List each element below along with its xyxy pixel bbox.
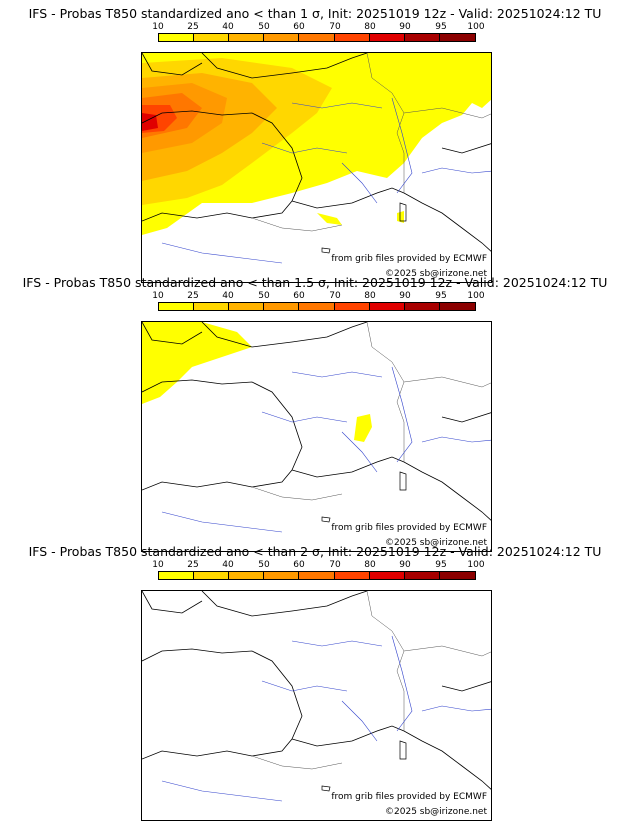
rivers	[161, 97, 491, 264]
legend-tick: 95	[435, 22, 447, 32]
legend-tick: 50	[258, 22, 270, 32]
rivers	[161, 635, 491, 802]
legend-swatch	[159, 34, 195, 41]
rivers	[161, 366, 491, 533]
legend-tick: 70	[329, 22, 341, 32]
legend-color-bar	[158, 302, 476, 311]
legend-tick: 50	[258, 560, 270, 570]
legend-swatch	[264, 34, 300, 41]
panel-title: IFS - Probas T850 standardized ano < tha…	[28, 544, 602, 559]
copyright: ©2025 sb@irizone.net	[385, 269, 487, 279]
legend-tick: 80	[364, 22, 376, 32]
legend-tick: 90	[399, 22, 411, 32]
legend-tick: 25	[187, 560, 199, 570]
map-panel-2: IFS - Probas T850 standardized ano < tha…	[0, 275, 630, 552]
legend-color-bar	[158, 571, 476, 580]
color-legend: 10 25 40 50 60 70 80 90 95 100	[152, 560, 485, 586]
legend-swatch	[299, 34, 335, 41]
islands	[321, 740, 407, 792]
country-borders	[251, 322, 491, 501]
legend-swatch	[264, 572, 300, 579]
legend-swatch	[229, 34, 265, 41]
source-note: from grib files provided by ECMWF	[331, 523, 487, 533]
legend-color-bar	[158, 33, 476, 42]
legend-swatch	[159, 303, 195, 310]
legend-swatch	[194, 303, 230, 310]
legend-tick: 90	[399, 291, 411, 301]
legend-swatch	[439, 34, 475, 41]
legend-swatch	[229, 303, 265, 310]
legend-tick: 50	[258, 291, 270, 301]
map-area: from grib files provided by ECMWF ©2025 …	[141, 321, 492, 552]
legend-swatch	[229, 572, 265, 579]
legend-tick: 70	[329, 560, 341, 570]
legend-tick: 70	[329, 291, 341, 301]
probability-map	[142, 322, 491, 533]
islands	[321, 202, 407, 254]
copyright: ©2025 sb@irizone.net	[385, 807, 487, 817]
legend-tick: 80	[364, 291, 376, 301]
legend-swatch	[439, 572, 475, 579]
legend-tick: 40	[222, 291, 234, 301]
legend-swatch	[264, 303, 300, 310]
legend-swatch	[194, 34, 230, 41]
legend-swatch	[369, 303, 405, 310]
legend-swatch	[404, 303, 440, 310]
legend-swatch	[334, 303, 370, 310]
probability-shading	[142, 53, 491, 235]
legend-swatch	[194, 572, 230, 579]
legend-swatch	[369, 34, 405, 41]
legend-tick: 60	[293, 560, 305, 570]
legend-swatch	[334, 572, 370, 579]
legend-tick: 95	[435, 560, 447, 570]
legend-tick: 25	[187, 291, 199, 301]
map-panel-1: IFS - Probas T850 standardized ano < tha…	[0, 6, 630, 283]
legend-tick: 95	[435, 291, 447, 301]
islands	[321, 471, 407, 523]
legend-tick: 100	[467, 291, 485, 301]
legend-tick: 10	[152, 291, 164, 301]
legend-tick: 10	[152, 560, 164, 570]
legend-tick: 40	[222, 560, 234, 570]
legend-swatch	[404, 572, 440, 579]
probability-shading	[142, 322, 372, 442]
legend-swatch	[334, 34, 370, 41]
legend-swatch	[404, 34, 440, 41]
legend-swatch	[299, 572, 335, 579]
probability-map	[142, 53, 491, 264]
legend-labels: 10 25 40 50 60 70 80 90 95 100	[152, 22, 484, 32]
panel-title: IFS - Probas T850 standardized ano < tha…	[28, 6, 602, 21]
legend-tick: 100	[467, 560, 485, 570]
color-legend: 10 25 40 50 60 70 80 90 95 100	[152, 291, 485, 317]
legend-tick: 10	[152, 22, 164, 32]
legend-tick: 60	[293, 22, 305, 32]
legend-labels: 10 25 40 50 60 70 80 90 95 100	[152, 560, 484, 570]
source-note: from grib files provided by ECMWF	[331, 254, 487, 264]
legend-swatch	[439, 303, 475, 310]
map-area: from grib files provided by ECMWF ©2025 …	[141, 590, 492, 821]
coastlines	[142, 591, 491, 790]
legend-tick: 40	[222, 22, 234, 32]
map-panel-3: IFS - Probas T850 standardized ano < tha…	[0, 544, 630, 821]
panel-title: IFS - Probas T850 standardized ano < tha…	[22, 275, 608, 290]
country-borders	[251, 591, 491, 770]
legend-tick: 100	[467, 22, 485, 32]
legend-tick: 60	[293, 291, 305, 301]
legend-swatch	[159, 572, 195, 579]
color-legend: 10 25 40 50 60 70 80 90 95 100	[152, 22, 485, 48]
legend-tick: 80	[364, 560, 376, 570]
legend-swatch	[299, 303, 335, 310]
legend-tick: 90	[399, 560, 411, 570]
probability-map	[142, 591, 491, 802]
legend-tick: 25	[187, 22, 199, 32]
source-note: from grib files provided by ECMWF	[331, 792, 487, 802]
legend-labels: 10 25 40 50 60 70 80 90 95 100	[152, 291, 484, 301]
country-borders	[251, 53, 491, 232]
legend-swatch	[369, 572, 405, 579]
map-area: from grib files provided by ECMWF ©2025 …	[141, 52, 492, 283]
copyright: ©2025 sb@irizone.net	[385, 538, 487, 548]
